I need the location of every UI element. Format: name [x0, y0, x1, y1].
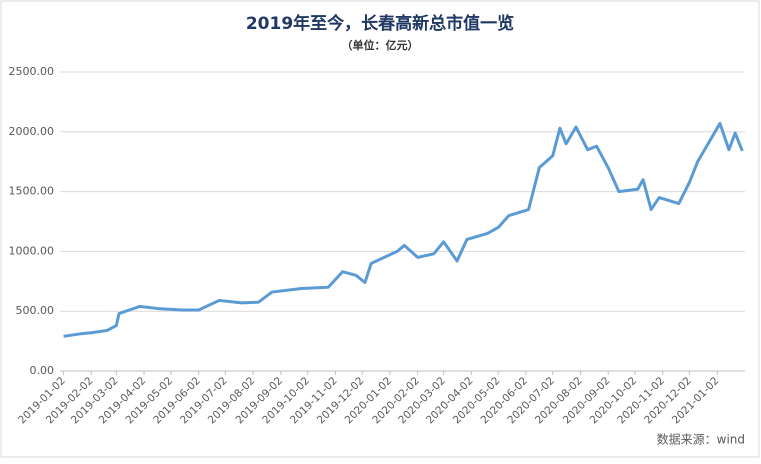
- y-tick-label: 500.00: [16, 304, 55, 317]
- data-line: [63, 121, 744, 338]
- y-tick-label: 1500.00: [9, 185, 55, 198]
- y-tick-label: 2500.00: [9, 65, 55, 78]
- source-note: 数据来源：wind: [657, 432, 745, 447]
- y-tick-label: 0.00: [30, 364, 55, 377]
- chart-title: 2019年至今，长春高新总市值一览: [246, 13, 514, 34]
- y-tick-label: 1000.00: [9, 244, 55, 257]
- chart-subtitle: （单位：亿元）: [342, 38, 419, 52]
- y-tick-label: 2000.00: [9, 125, 55, 138]
